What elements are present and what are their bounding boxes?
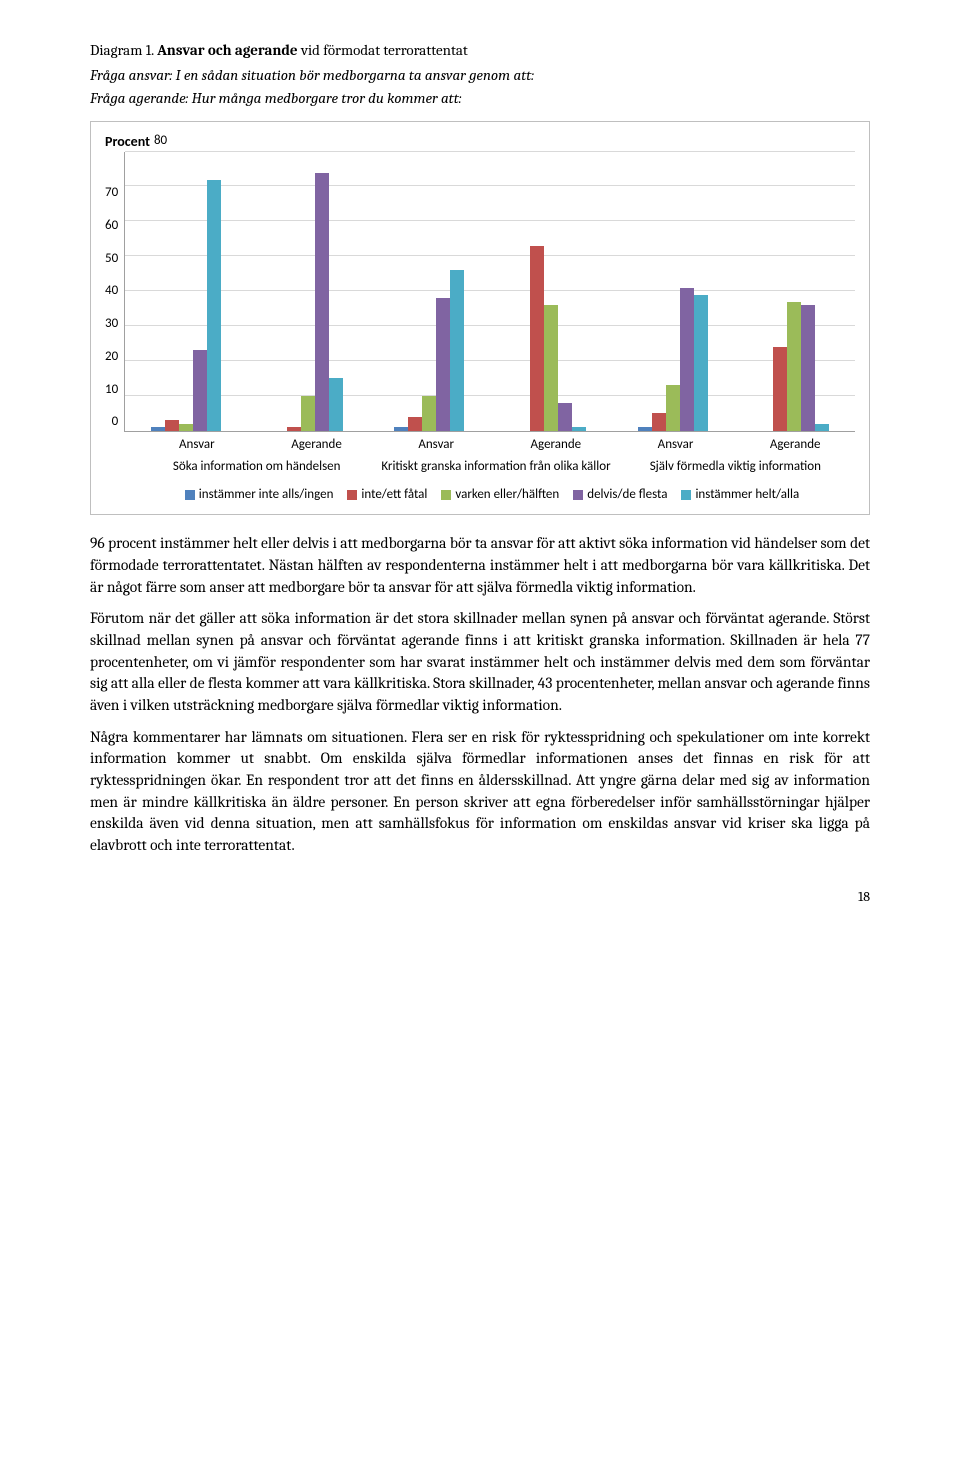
bar (773, 347, 787, 431)
x-sub-label: Agerande (735, 432, 855, 454)
diagram-title: Diagram 1. Ansvar och agerande vid förmo… (90, 40, 870, 61)
bar (652, 413, 666, 430)
legend-swatch (185, 490, 195, 500)
legend-item: inte/ett fåtal (347, 486, 427, 504)
bar (165, 420, 179, 430)
bar (544, 305, 558, 431)
legend-item: instämmer inte alls/ingen (185, 486, 334, 504)
bar (694, 295, 708, 431)
x-group-label: Söka information om händelsen (137, 458, 376, 476)
title-bold: Ansvar och agerande (157, 41, 298, 59)
paragraph: Förutom när det gäller att söka informat… (90, 608, 870, 716)
ytick: 30 (105, 315, 118, 333)
legend: instämmer inte alls/ingen inte/ett fåtal v… (129, 486, 855, 504)
legend-swatch (573, 490, 583, 500)
bar (179, 424, 193, 431)
bar (394, 427, 408, 430)
x-sub-label: Ansvar (376, 432, 496, 454)
bar (801, 305, 815, 431)
bar-group (125, 152, 247, 431)
bar-group (612, 152, 734, 431)
x-sub-label: Ansvar (137, 432, 257, 454)
ytick: 40 (105, 282, 118, 300)
subtitle-agerande: Fråga agerande: Hur många medborgare tro… (90, 88, 870, 109)
legend-label: delvis/de flesta (587, 486, 667, 504)
ytick: 0 (112, 413, 119, 431)
bar (329, 378, 343, 430)
x-sub-label: Ansvar (616, 432, 736, 454)
bar-group (490, 152, 612, 431)
chart-container: Procent 80 . 70 60 50 40 30 20 10 0 Ansv… (90, 121, 870, 515)
yaxis-title: Procent (105, 132, 150, 152)
title-prefix: Diagram 1. (90, 41, 157, 59)
bar (151, 427, 165, 430)
bar (301, 396, 315, 431)
legend-swatch (681, 490, 691, 500)
legend-label: instämmer helt/alla (695, 486, 799, 504)
legend-swatch (441, 490, 451, 500)
ytick: 70 (105, 184, 118, 202)
subtitle-ansvar: Fråga ansvar: I en sådan situation bör m… (90, 65, 870, 86)
legend-item: delvis/de flesta (573, 486, 667, 504)
legend-label: varken eller/hälften (455, 486, 559, 504)
bar (666, 385, 680, 430)
bar (680, 288, 694, 431)
x-group-label: Kritiskt granska information från olika … (376, 458, 615, 476)
bar (572, 427, 586, 430)
legend-label: instämmer inte alls/ingen (199, 486, 334, 504)
bar (193, 350, 207, 430)
bar (815, 424, 829, 431)
paragraph: Några kommentarer har lämnats om situati… (90, 727, 870, 857)
legend-item: varken eller/hälften (441, 486, 559, 504)
x-sub-labels: Ansvar Agerande Ansvar Agerande Ansvar A… (137, 432, 855, 454)
ytick: 50 (105, 250, 118, 268)
ytick: 10 (105, 381, 118, 399)
bar (558, 403, 572, 431)
bar-group (368, 152, 490, 431)
paragraph: 96 procent instämmer helt eller delvis i… (90, 533, 870, 598)
ytick: 60 (105, 217, 118, 235)
bar (530, 246, 544, 431)
bar (207, 180, 221, 431)
x-group-labels: Söka information om händelsen Kritiskt g… (137, 458, 855, 476)
ytick-top: 80 (154, 132, 167, 152)
ytick: 20 (105, 348, 118, 366)
x-group-label: Själv förmedla viktig information (616, 458, 855, 476)
bar (436, 298, 450, 431)
bar (787, 302, 801, 431)
x-sub-label: Agerande (257, 432, 377, 454)
bar (638, 427, 652, 430)
legend-label: inte/ett fåtal (361, 486, 427, 504)
legend-item: instämmer helt/alla (681, 486, 799, 504)
bar (408, 417, 422, 431)
bar (287, 427, 301, 430)
bar (450, 270, 464, 430)
page-number: 18 (90, 887, 870, 907)
plot-area (124, 152, 855, 432)
legend-swatch (347, 490, 357, 500)
title-suffix: vid förmodat terrorattentat (298, 41, 468, 59)
bar (422, 396, 436, 431)
x-sub-label: Agerande (496, 432, 616, 454)
bar (315, 173, 329, 431)
bar-group (247, 152, 369, 431)
yaxis-ticks: . 70 60 50 40 30 20 10 0 (105, 152, 124, 432)
bar-group (733, 152, 855, 431)
